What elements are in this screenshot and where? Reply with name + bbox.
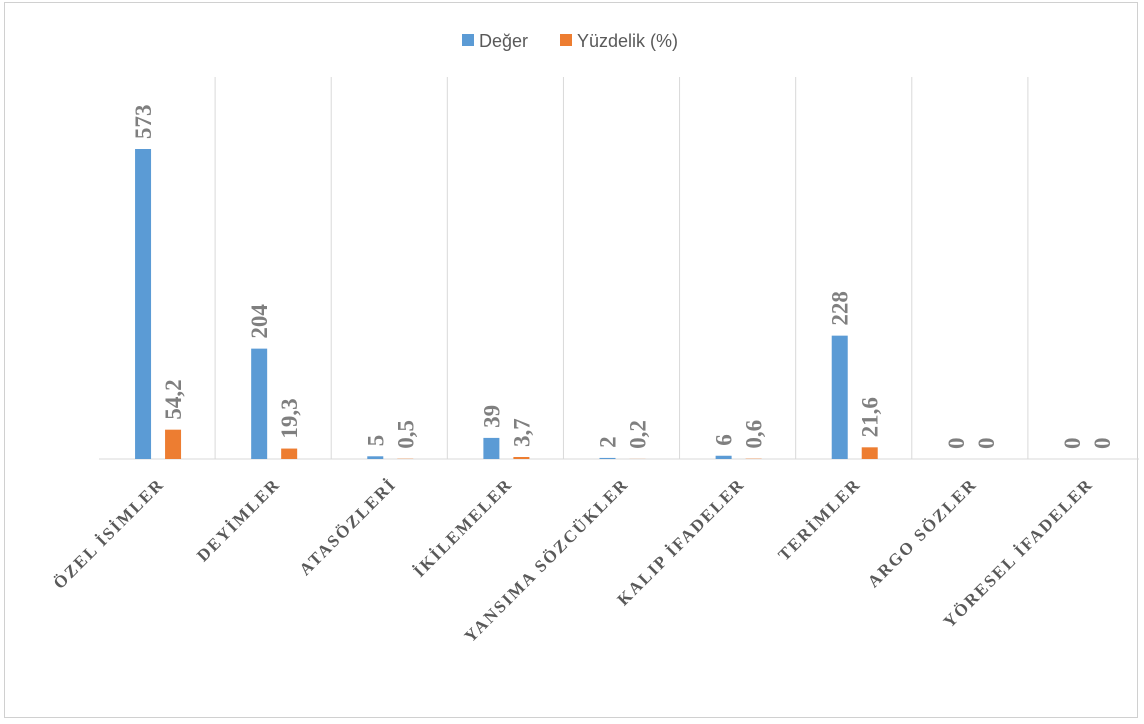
legend-swatch-value xyxy=(462,34,474,46)
data-label-percent: 3,7 xyxy=(509,418,534,447)
bar-value xyxy=(716,456,732,459)
bar-value xyxy=(600,458,616,459)
category-label: DEYİMLER xyxy=(193,474,284,565)
category-label: TERİMLER xyxy=(774,474,864,564)
bar-value xyxy=(832,336,848,459)
data-label-value: 0 xyxy=(944,438,969,450)
data-label-value: 0 xyxy=(1060,438,1085,450)
legend: Değer Yüzdelik (%) xyxy=(462,31,678,51)
data-label-percent: 0,6 xyxy=(742,420,767,449)
category-label: KALIP İFADELER xyxy=(614,474,749,609)
data-label-percent: 0,5 xyxy=(393,420,418,449)
category-label: İKİLEMELER xyxy=(410,474,516,580)
category-labels: ÖZEL İSİMLER DEYİMLER ATASÖZLERİ İKİLEMELER… xyxy=(50,474,1097,646)
legend-label-percent: Yüzdelik (%) xyxy=(577,31,678,51)
bar-percent xyxy=(165,430,181,459)
data-label-value: 2 xyxy=(596,436,621,448)
bar-value xyxy=(367,456,383,459)
data-label-percent: 21,6 xyxy=(858,397,883,437)
data-label-percent: 0 xyxy=(1090,438,1115,450)
data-label-percent: 0 xyxy=(974,438,999,450)
data-label-percent: 54,2 xyxy=(161,379,186,419)
bar-percent xyxy=(513,457,529,459)
bar-percent xyxy=(862,447,878,459)
data-label-value: 228 xyxy=(828,291,853,326)
bars xyxy=(135,149,878,459)
data-label-percent: 19,3 xyxy=(277,398,302,438)
data-label-value: 204 xyxy=(247,304,272,339)
category-label: ATASÖZLERİ xyxy=(295,474,400,579)
bar-value xyxy=(251,349,267,459)
data-label-value: 39 xyxy=(479,405,504,428)
legend-swatch-percent xyxy=(560,34,572,46)
category-label: ÖZEL İSİMLER xyxy=(50,474,168,592)
bar-value xyxy=(135,149,151,459)
data-label-value: 5 xyxy=(363,435,388,447)
legend-label-value: Değer xyxy=(479,31,528,51)
category-label: ARGO SÖZLER xyxy=(864,474,981,591)
data-label-percent: 0,2 xyxy=(626,420,651,449)
bar-value xyxy=(483,438,499,459)
data-label-value: 573 xyxy=(131,105,156,140)
bar-percent xyxy=(281,449,297,459)
chart-frame: 573 54,2 204 19,3 5 0,5 39 3,7 2 0,2 6 0,6 228 21,6 0 0… xyxy=(4,2,1138,718)
data-label-value: 6 xyxy=(712,434,737,446)
